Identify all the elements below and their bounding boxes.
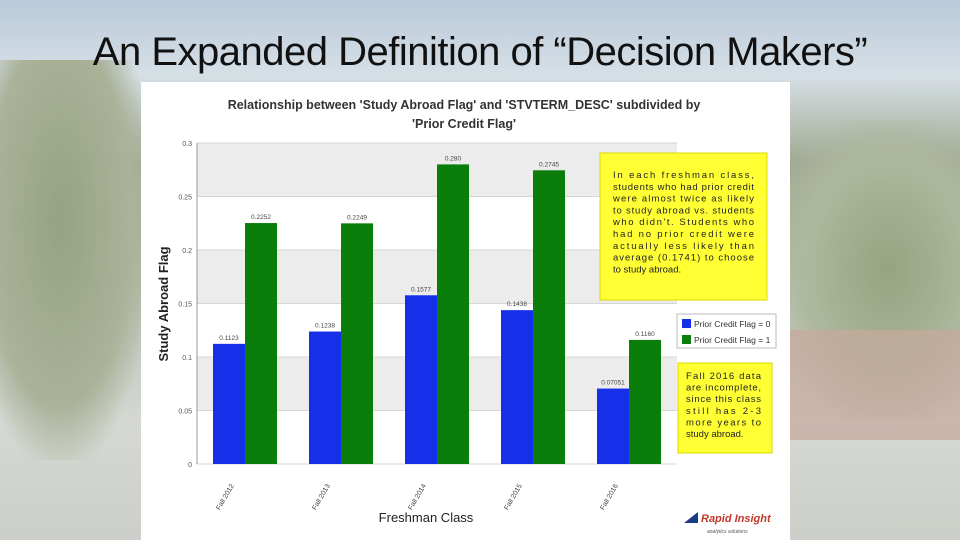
logo-text: Rapid Insight [701, 513, 772, 525]
bar-series0 [597, 388, 629, 464]
x-tick-label: Fall 2015 [503, 483, 524, 512]
chart-panel: Relationship between 'Study Abroad Flag'… [141, 82, 790, 540]
bar-series1 [245, 223, 277, 464]
chart-title: Relationship between 'Study Abroad Flag'… [228, 98, 701, 112]
rapid-insight-logo: Rapid Insight analytics solutions [684, 512, 772, 535]
bar-series0 [405, 295, 437, 464]
x-axis-label: Freshman Class [379, 510, 474, 525]
callout-incomplete-line: study abroad. [686, 429, 744, 440]
chart-subtitle: 'Prior Credit Flag' [412, 117, 516, 131]
y-axis-label: Study Abroad Flag [156, 246, 171, 361]
x-tick-label: Fall 2016 [599, 483, 620, 512]
callout-incomplete-line: Fall 2016 data [686, 371, 762, 382]
bar-value-label: 0.2252 [251, 214, 271, 221]
callout-insight-line: average (0.1741) to choose [613, 253, 754, 264]
callout-insight-line: students who had prior credit [613, 182, 754, 193]
callout-incomplete-line: more years to [686, 417, 761, 428]
x-tick-label: Fall 2013 [311, 483, 332, 512]
y-tick-label: 0.25 [178, 195, 192, 202]
bar-series1 [533, 170, 565, 464]
bar-series0 [213, 343, 245, 464]
y-tick-label: 0 [188, 462, 192, 469]
callout-insight-line: to study abroad vs. students [613, 205, 754, 216]
legend-label-series1: Prior Credit Flag = 1 [694, 335, 771, 345]
callout-insight-line: actually less likely than [613, 241, 754, 252]
legend-label-series0: Prior Credit Flag = 0 [694, 319, 771, 329]
callout-incomplete-line: are incomplete, [686, 383, 761, 394]
bar-value-label: 0.1123 [219, 335, 239, 342]
y-tick-label: 0.3 [182, 141, 192, 148]
background-tree-left [0, 60, 150, 460]
bar-series1 [437, 164, 469, 464]
slide-title: An Expanded Definition of “Decision Make… [92, 30, 868, 74]
bar-value-label: 0.1438 [507, 301, 527, 308]
legend-swatch-series1 [682, 335, 691, 344]
logo-tagline: analytics solutions [707, 529, 748, 535]
bar-value-label: 0.1238 [315, 323, 335, 330]
x-tick-label: Fall 2014 [407, 483, 428, 512]
bar-series0 [501, 310, 533, 464]
callout-insight: In each freshman class,students who had … [599, 152, 768, 301]
y-tick-label: 0.1 [182, 355, 192, 362]
bar-series1 [341, 223, 373, 464]
callout-incomplete-line: since this class [686, 394, 761, 405]
y-tick-label: 0.15 [178, 302, 192, 309]
callout-insight-line: who didn't. Students who [612, 217, 754, 228]
x-tick-label: Fall 2012 [215, 483, 236, 512]
callout-insight-line: were almost twice as likely [612, 194, 754, 205]
bar-value-label: 0.2249 [347, 214, 367, 221]
bar-value-label: 0.280 [445, 155, 462, 162]
callout-incomplete-line: still has 2-3 [686, 406, 761, 417]
bar-value-label: 0.2745 [539, 161, 559, 168]
bar-value-label: 0.1160 [635, 331, 655, 338]
legend-swatch-series0 [682, 319, 691, 328]
bar-value-label: 0.1577 [411, 286, 431, 293]
bar-chart: Relationship between 'Study Abroad Flag'… [156, 98, 777, 535]
y-tick-label: 0.05 [178, 409, 192, 416]
legend: Prior Credit Flag = 0 Prior Credit Flag … [676, 313, 777, 349]
bar-value-label: 0.07051 [601, 380, 625, 387]
background-brick-wall [790, 330, 960, 440]
bar-series0 [309, 331, 341, 464]
y-tick-label: 0.2 [182, 248, 192, 255]
bar-series1 [629, 339, 661, 464]
callout-insight-line: to study abroad. [613, 264, 681, 275]
